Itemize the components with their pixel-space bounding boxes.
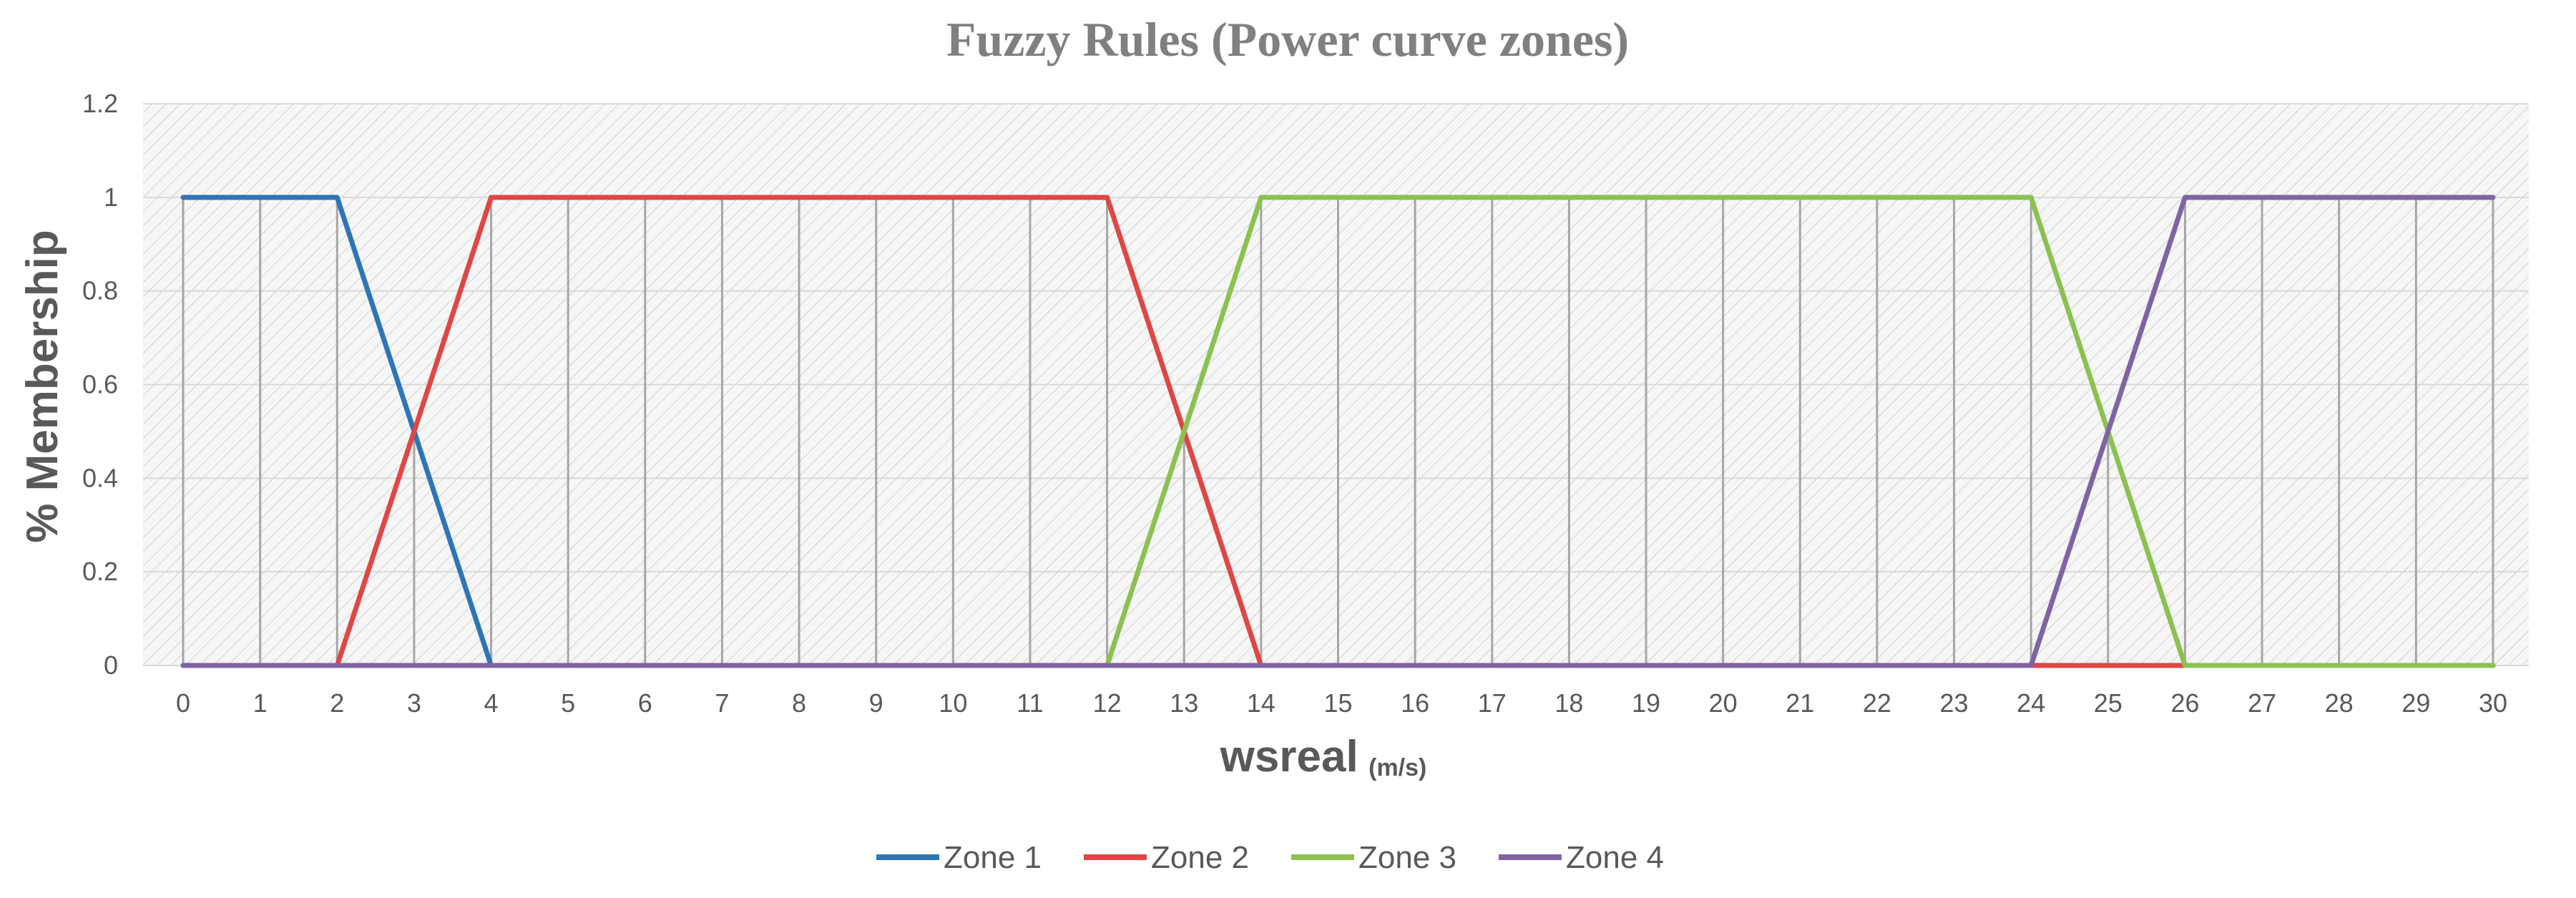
x-tick-label: 27 bbox=[2248, 688, 2276, 718]
legend: Zone 1 Zone 2 Zone 3 Zone 4 bbox=[876, 840, 1664, 875]
x-tick-label: 5 bbox=[561, 688, 575, 718]
chart-title: Fuzzy Rules (Power curve zones) bbox=[946, 12, 1629, 67]
y-tick-label: 0 bbox=[104, 650, 118, 680]
x-tick-label: 10 bbox=[939, 688, 967, 718]
legend-label: Zone 2 bbox=[1151, 840, 1249, 875]
x-axis-unit: (m/s) bbox=[1368, 754, 1426, 781]
x-tick-label: 23 bbox=[1940, 688, 1969, 718]
y-tick-label: 1 bbox=[104, 182, 118, 212]
x-tick-label: 26 bbox=[2170, 688, 2199, 718]
x-tick-label: 15 bbox=[1323, 688, 1352, 718]
x-tick-label: 0 bbox=[176, 688, 190, 718]
x-tick-label: 3 bbox=[407, 688, 421, 718]
x-tick-label: 11 bbox=[1017, 688, 1043, 718]
x-tick-label: 13 bbox=[1170, 688, 1198, 718]
x-tick-label: 30 bbox=[2479, 688, 2507, 718]
series-line-zone-4 bbox=[180, 195, 2496, 668]
y-tick-label: 0.2 bbox=[82, 557, 118, 586]
x-tick-label: 8 bbox=[792, 688, 806, 718]
x-tick-label: 19 bbox=[1632, 688, 1660, 718]
x-tick-label: 22 bbox=[1863, 688, 1891, 718]
x-tick-label: 25 bbox=[2094, 688, 2122, 718]
x-tick-label: 16 bbox=[1401, 688, 1429, 718]
x-tick-label: 21 bbox=[1786, 688, 1814, 718]
series-lines bbox=[180, 195, 2496, 668]
y-tick-label: 0.8 bbox=[82, 276, 118, 306]
legend-label: Zone 4 bbox=[1566, 840, 1664, 875]
y-tick-labels: 0 0.2 0.4 0.6 0.8 1 1.2 bbox=[82, 89, 118, 680]
y-axis-label: % Membership bbox=[18, 230, 67, 543]
y-tick-label: 0.4 bbox=[82, 463, 118, 492]
x-tick-labels: 0 1 2 3 4 5 6 7 8 9 10 11 12 13 14 15 16 17 18 19 20 21 22 23 24… bbox=[176, 688, 2507, 718]
x-tick-label: 12 bbox=[1093, 688, 1122, 718]
x-tick-label: 2 bbox=[330, 688, 344, 718]
drop-lines bbox=[182, 197, 2494, 665]
x-tick-label: 29 bbox=[2401, 688, 2430, 718]
legend-label: Zone 1 bbox=[944, 840, 1042, 875]
x-tick-label: 4 bbox=[484, 688, 499, 718]
x-tick-label: 24 bbox=[2017, 688, 2045, 718]
x-tick-label: 20 bbox=[1709, 688, 1738, 718]
x-tick-label: 9 bbox=[869, 688, 883, 718]
x-tick-label: 14 bbox=[1247, 688, 1275, 718]
legend-label: Zone 3 bbox=[1358, 840, 1456, 875]
x-axis-label: wsreal (m/s) bbox=[1220, 732, 1427, 781]
x-axis-label-text: wsreal bbox=[1220, 732, 1358, 781]
y-tick-label: 0.6 bbox=[82, 370, 118, 399]
x-tick-label: 6 bbox=[638, 688, 652, 718]
x-tick-label: 1 bbox=[253, 688, 268, 718]
y-tick-label: 1.2 bbox=[82, 89, 118, 118]
x-tick-label: 28 bbox=[2325, 688, 2354, 718]
x-tick-label: 18 bbox=[1554, 688, 1583, 718]
x-tick-label: 17 bbox=[1478, 688, 1507, 718]
x-tick-label: 7 bbox=[715, 688, 729, 718]
